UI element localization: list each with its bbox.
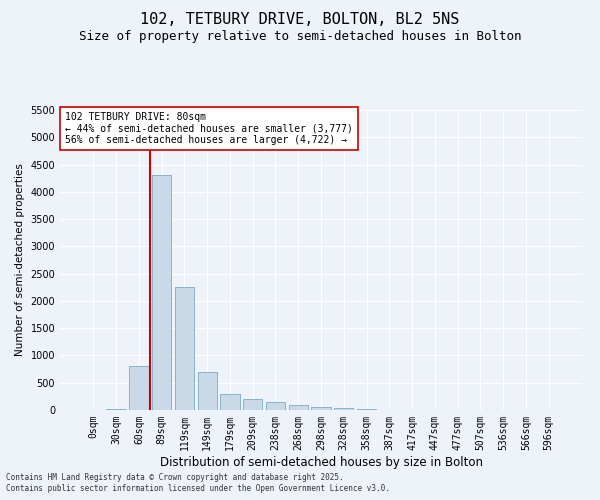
Text: 102 TETBURY DRIVE: 80sqm
← 44% of semi-detached houses are smaller (3,777)
56% o: 102 TETBURY DRIVE: 80sqm ← 44% of semi-d… [65, 112, 353, 144]
Bar [289, 404, 308, 410]
Bar [152, 176, 172, 410]
Bar [175, 288, 194, 410]
Bar [311, 406, 331, 410]
Text: 102, TETBURY DRIVE, BOLTON, BL2 5NS: 102, TETBURY DRIVE, BOLTON, BL2 5NS [140, 12, 460, 28]
Text: Contains public sector information licensed under the Open Government Licence v3: Contains public sector information licen… [6, 484, 390, 493]
X-axis label: Distribution of semi-detached houses by size in Bolton: Distribution of semi-detached houses by … [160, 456, 482, 468]
Bar [243, 399, 262, 410]
Bar [357, 409, 376, 410]
Y-axis label: Number of semi-detached properties: Number of semi-detached properties [15, 164, 25, 356]
Bar [220, 394, 239, 410]
Bar [129, 366, 149, 410]
Text: Size of property relative to semi-detached houses in Bolton: Size of property relative to semi-detach… [79, 30, 521, 43]
Bar [266, 402, 285, 410]
Bar [197, 372, 217, 410]
Bar [334, 408, 353, 410]
Text: Contains HM Land Registry data © Crown copyright and database right 2025.: Contains HM Land Registry data © Crown c… [6, 473, 344, 482]
